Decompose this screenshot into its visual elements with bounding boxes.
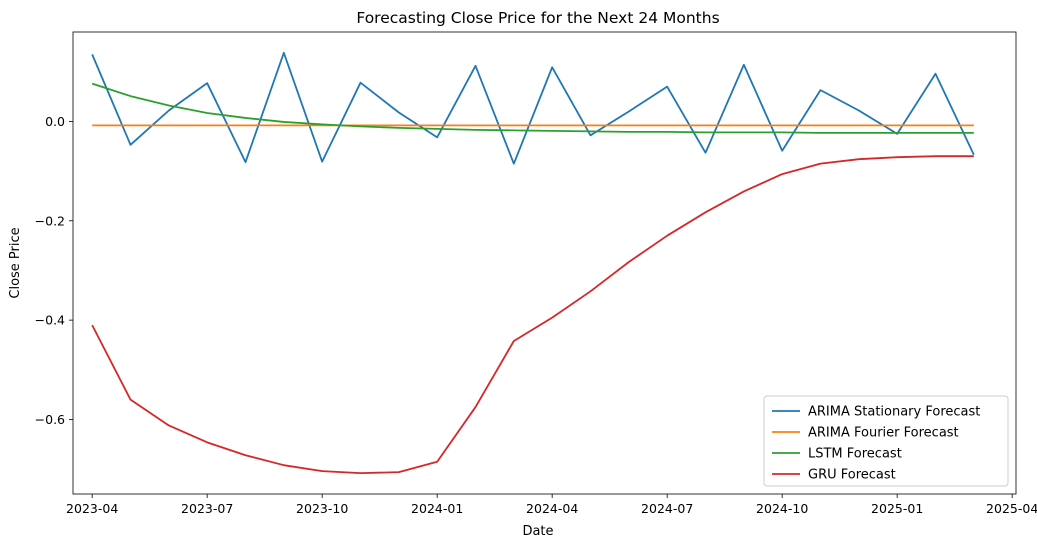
x-axis-title: Date bbox=[522, 524, 553, 539]
legend: ARIMA Stationary Forecast ARIMA Fourier F… bbox=[763, 395, 1009, 487]
x-tick-label: 2025-04 bbox=[986, 501, 1037, 516]
series-line-2 bbox=[91, 82, 974, 134]
plot-lines bbox=[91, 51, 975, 475]
legend-label: LSTM Forecast bbox=[808, 447, 902, 462]
legend-label: ARIMA Stationary Forecast bbox=[808, 405, 980, 420]
y-tick-label: −0.2 bbox=[35, 213, 65, 228]
series-line-0 bbox=[91, 51, 975, 165]
y-axis-title: Close Price bbox=[8, 227, 23, 298]
x-tick-label: 2024-01 bbox=[411, 501, 463, 516]
x-axis: 2023-04 2023-07 2023-10 2024-01 2024-04 2024-… bbox=[66, 494, 1037, 516]
plot-frame bbox=[72, 31, 1017, 495]
x-tick-label: 2024-07 bbox=[641, 501, 693, 516]
x-tick-label: 2023-07 bbox=[181, 501, 233, 516]
x-tick-label: 2023-10 bbox=[296, 501, 348, 516]
chart-title: Forecasting Close Price for the Next 24 … bbox=[356, 9, 719, 27]
x-tick-label: 2024-04 bbox=[526, 501, 578, 516]
y-tick-label: 0.0 bbox=[45, 114, 65, 129]
legend-box bbox=[763, 395, 1009, 487]
x-tick-label: 2025-01 bbox=[871, 501, 923, 516]
series-line-3 bbox=[91, 155, 974, 475]
legend-label: ARIMA Fourier Forecast bbox=[808, 426, 959, 441]
y-axis: 0.0 −0.2 −0.4 −0.6 bbox=[35, 114, 73, 427]
x-tick-label: 2023-04 bbox=[66, 501, 118, 516]
x-tick-label: 2024-10 bbox=[756, 501, 808, 516]
y-tick-label: −0.6 bbox=[35, 412, 65, 427]
legend-label: GRU Forecast bbox=[808, 468, 896, 483]
y-tick-label: −0.4 bbox=[35, 313, 65, 328]
